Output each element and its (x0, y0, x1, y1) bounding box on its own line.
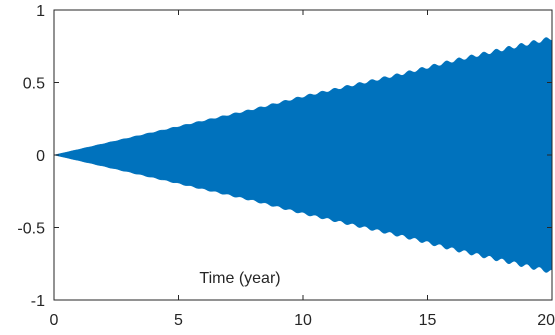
x-tick-label: 10 (294, 312, 312, 329)
y-tick-label: 0.5 (23, 76, 45, 93)
plot-area (53, 37, 553, 273)
y-tick-label: 0 (36, 148, 45, 165)
x-tick-label: 15 (419, 312, 437, 329)
x-tick-label: 5 (174, 312, 183, 329)
ticks: 0 5 10 15 20 -1 -0.5 0 0.5 1 (17, 3, 555, 329)
y-tick-label: -0.5 (17, 221, 45, 238)
series-0-band (53, 37, 553, 273)
x-axis-label: Time (year) (199, 270, 280, 287)
x-tick-label: 0 (50, 312, 59, 329)
x-tick-label: 20 (537, 312, 555, 329)
y-tick-label: 1 (36, 3, 45, 20)
y-tick-label: -1 (31, 293, 45, 310)
